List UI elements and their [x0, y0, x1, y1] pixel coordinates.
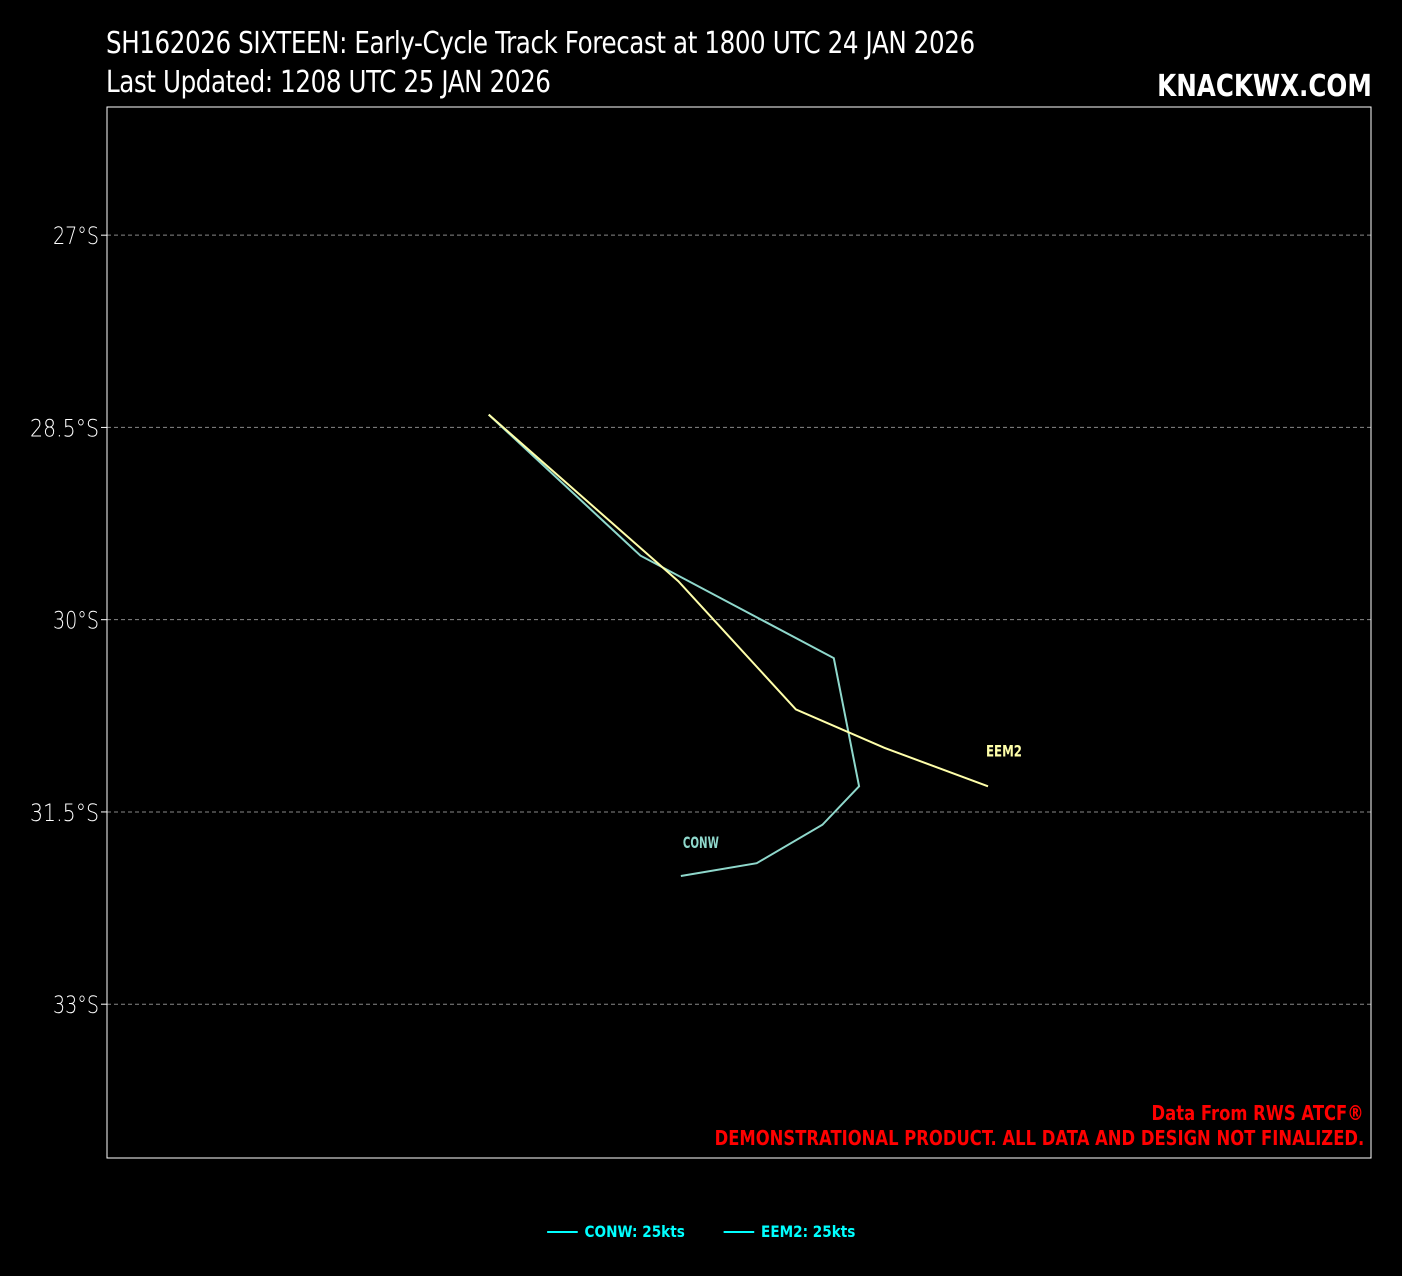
legend-item-conw: CONW: 25kts: [546, 1222, 685, 1241]
legend-item-eem2: EEM2: 25kts: [724, 1222, 856, 1241]
plot-frame: [106, 106, 1372, 1159]
track-eem2: [488, 413, 989, 788]
y-tick-label: 28.5°S: [30, 414, 99, 442]
disclaimer: DEMONSTRATIONAL PRODUCT. ALL DATA AND DE…: [714, 1126, 1364, 1150]
track-label-eem2: EEM2: [986, 741, 1022, 760]
y-tick-label: 31.5°S: [30, 799, 99, 827]
grid: [107, 234, 1371, 1005]
brand-logo: KNACKWX.COM: [1157, 69, 1372, 104]
y-tick-label: 33°S: [53, 991, 99, 1019]
y-axis-ticks: 27°S 28.5°S 30°S 31.5°S 33°S: [30, 222, 107, 1019]
y-tick-label: 27°S: [53, 222, 99, 250]
y-tick-label: 30°S: [53, 607, 99, 635]
track-label-conw: CONW: [683, 833, 719, 852]
data-credit: Data From RWS ATCF®: [1151, 1101, 1364, 1125]
chart-title: SH162026 SIXTEEN: Early-Cycle Track Fore…: [106, 26, 975, 61]
last-updated: Last Updated: 1208 UTC 25 JAN 2026: [106, 65, 551, 100]
track-conw: [488, 413, 861, 878]
legend-label-eem2: EEM2: 25kts: [761, 1222, 856, 1241]
legend-label-conw: CONW: 25kts: [584, 1222, 685, 1241]
series: CONW EEM2: [488, 413, 1022, 878]
legend-swatch-eem2: [724, 1230, 755, 1233]
legend: CONW: 25kts EEM2: 25kts: [0, 1222, 1402, 1241]
legend-swatch-conw: [546, 1230, 578, 1233]
